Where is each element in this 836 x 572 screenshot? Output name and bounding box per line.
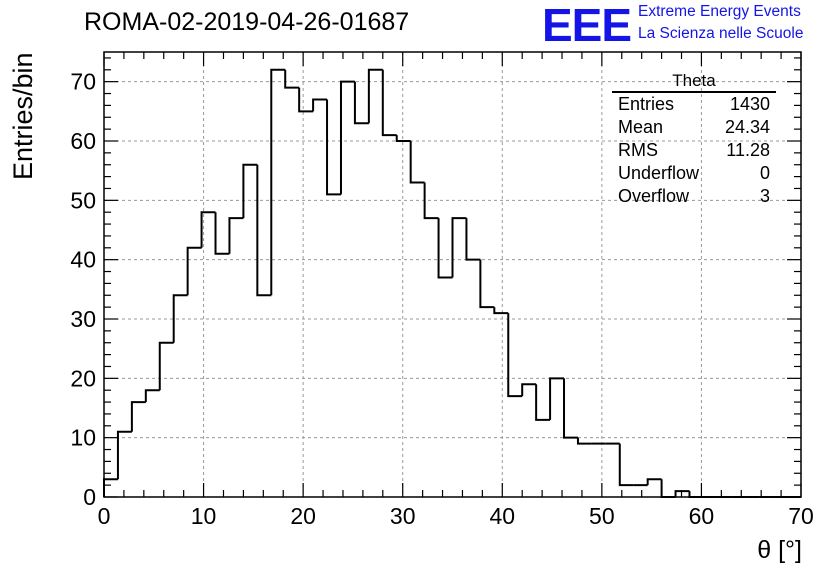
histogram-bin xyxy=(144,389,160,403)
histogram-bin xyxy=(312,98,328,112)
histogram-bin xyxy=(479,259,495,309)
stats-title: Theta xyxy=(612,72,776,93)
y-tick-label: 50 xyxy=(70,187,96,213)
x-tick-label: 60 xyxy=(689,503,715,529)
stat-row-overflow: Overflow 3 xyxy=(612,185,776,208)
histogram-bin xyxy=(367,68,383,124)
plot-frame xyxy=(103,51,802,498)
histogram-bin xyxy=(381,69,397,137)
histogram-bin xyxy=(646,478,662,486)
y-axis-label: Entries/bin xyxy=(8,52,38,180)
logo-line-2: La Scienza nelle Scuole xyxy=(638,25,804,42)
histogram-bin xyxy=(423,182,439,220)
logo-line-1: Extreme Energy Events xyxy=(638,3,801,20)
histogram-bin xyxy=(660,479,676,498)
x-tick-label: 0 xyxy=(98,503,111,529)
histogram-bin xyxy=(130,401,146,432)
histogram-bin xyxy=(172,294,188,343)
stat-value: 11.28 xyxy=(726,140,770,160)
histogram-bin xyxy=(116,430,132,480)
histogram-bin xyxy=(158,341,174,391)
y-tick-label: 10 xyxy=(70,425,96,451)
histogram-bin xyxy=(507,313,523,398)
histogram-bin xyxy=(409,141,425,184)
stat-label: Underflow xyxy=(618,163,700,183)
histogram-bin xyxy=(353,81,369,125)
stat-value: 3 xyxy=(759,186,770,206)
histogram-bin xyxy=(103,478,118,497)
histogram-bin xyxy=(674,490,690,497)
histogram-bin xyxy=(521,383,537,397)
histogram-bin xyxy=(186,246,202,296)
stat-label: Mean xyxy=(618,117,664,137)
x-tick-label: 20 xyxy=(290,503,316,529)
histogram-bin xyxy=(493,307,509,315)
histogram-bin xyxy=(326,99,341,196)
histogram-bin xyxy=(451,217,467,278)
stat-label: Overflow xyxy=(618,186,690,206)
histogram-bin xyxy=(228,217,244,254)
plot-frame-rect xyxy=(103,51,802,498)
histogram-bin xyxy=(298,87,314,113)
stat-value: 0 xyxy=(759,163,770,183)
stat-value: 1430 xyxy=(729,94,770,114)
stat-row-mean: Mean 24.34 xyxy=(612,116,776,139)
histogram-bin xyxy=(535,384,551,421)
stat-label: RMS xyxy=(618,140,658,160)
histogram-bin xyxy=(339,80,355,195)
histogram-bin xyxy=(214,212,230,255)
histogram-bin xyxy=(618,443,634,487)
histogram-bin xyxy=(437,218,453,279)
x-tick-label: 30 xyxy=(390,503,416,529)
y-tick-label: 30 xyxy=(70,306,96,332)
histogram-bin xyxy=(549,377,565,420)
x-tick-label: 40 xyxy=(489,503,515,529)
x-axis-label: θ [°] xyxy=(757,536,802,564)
histogram-bin xyxy=(465,218,481,261)
histogram-bin xyxy=(576,437,592,445)
x-tick-label: 10 xyxy=(191,503,217,529)
eee-logo: EEE xyxy=(542,0,632,51)
histogram-bin xyxy=(284,69,300,89)
y-tick-label: 70 xyxy=(70,69,96,95)
y-tick-label: 20 xyxy=(70,365,96,391)
x-tick-label: 50 xyxy=(589,503,615,529)
histogram-bin xyxy=(256,164,272,297)
histogram-bin xyxy=(200,211,216,248)
y-tick-label: 40 xyxy=(70,247,96,273)
histogram-bin xyxy=(395,135,411,142)
stat-label: Entries xyxy=(618,94,675,114)
stat-row-underflow: Underflow 0 xyxy=(612,162,776,185)
histogram-bin xyxy=(242,163,258,219)
y-tick-label: 60 xyxy=(70,128,96,154)
histogram-bin xyxy=(563,378,578,439)
x-axis-ticks: 0 10 20 30 40 50 60 70 xyxy=(98,52,814,529)
stat-row-rms: RMS 11.28 xyxy=(612,139,776,162)
stat-row-entries: Entries 1430 xyxy=(612,93,776,116)
histogram-bars xyxy=(103,68,801,498)
stat-value: 24.34 xyxy=(724,117,770,137)
run-title: ROMA-02-2019-04-26-01687 xyxy=(84,8,410,36)
y-tick-label: 0 xyxy=(83,484,96,510)
stats-box: Theta Entries 1430 Mean 24.34 RMS 11.28 … xyxy=(612,72,776,208)
x-tick-label: 70 xyxy=(788,503,814,529)
histogram-bin xyxy=(270,68,286,296)
